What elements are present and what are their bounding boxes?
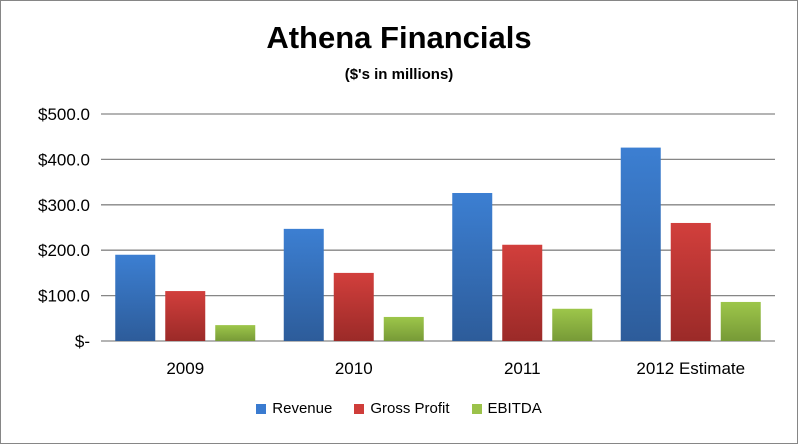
x-tick-label: 2010: [335, 359, 373, 378]
bar-revenue: [620, 147, 661, 341]
legend-item: EBITDA: [471, 400, 542, 417]
y-tick-label: $200.0: [38, 241, 90, 260]
y-tick-label: $100.0: [38, 287, 90, 306]
bar-ebitda: [383, 316, 424, 341]
bar-gross-profit: [333, 272, 374, 341]
legend-label: Gross Profit: [370, 400, 450, 417]
bar-revenue: [115, 254, 156, 341]
x-tick-label: 2009: [166, 359, 204, 378]
legend-item: Gross Profit: [354, 400, 450, 417]
legend-swatch: [256, 403, 267, 414]
bar-gross-profit: [502, 244, 543, 341]
legend-item: Revenue: [256, 400, 332, 417]
bar-revenue: [452, 192, 493, 341]
bar-revenue: [283, 228, 324, 341]
bar-gross-profit: [165, 291, 206, 341]
x-tick-label: 2011: [504, 359, 541, 378]
bar-ebitda: [215, 325, 256, 341]
chart-title: Athena Financials: [266, 20, 532, 55]
y-tick-label: $300.0: [38, 196, 90, 215]
chart-subtitle: ($'s in millions): [344, 66, 454, 83]
y-tick-label: $500.0: [38, 105, 90, 124]
legend-swatch: [471, 403, 482, 414]
bar-ebitda: [720, 301, 761, 341]
legend: Revenue Gross Profit EBITDA: [0, 400, 798, 417]
y-tick-label: $400.0: [38, 150, 90, 169]
legend-label: EBITDA: [487, 400, 542, 417]
x-tick-label: 2012 Estimate: [636, 359, 745, 378]
bar-ebitda: [552, 308, 593, 341]
bar-gross-profit: [670, 222, 711, 341]
legend-label: Revenue: [272, 400, 333, 417]
y-tick-label: $-: [75, 332, 90, 351]
legend-swatch: [354, 403, 365, 414]
